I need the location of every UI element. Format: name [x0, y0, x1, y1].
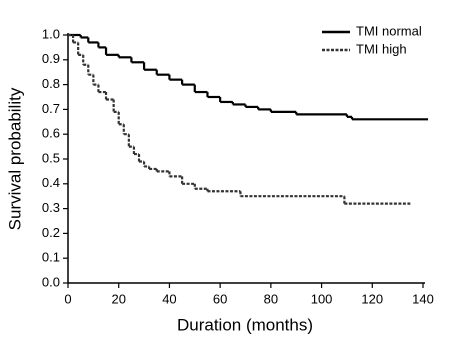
x-tick-label: 80 — [264, 291, 278, 306]
x-tick-label: 120 — [361, 291, 383, 306]
y-tick-label: 0.7 — [42, 101, 60, 116]
y-tick-label: 0.8 — [42, 76, 60, 91]
y-tick-label: 0.4 — [42, 175, 60, 190]
y-tick-label: 0.5 — [42, 150, 60, 165]
y-tick-label: 0.6 — [42, 126, 60, 141]
x-tick-label: 60 — [213, 291, 227, 306]
x-tick-label: 140 — [412, 291, 434, 306]
y-tick-label: 0.2 — [42, 225, 60, 240]
y-tick-label: 1.0 — [42, 26, 60, 41]
y-tick-label: 0.9 — [42, 51, 60, 66]
y-tick-label: 0.0 — [42, 274, 60, 289]
x-tick-label: 40 — [162, 291, 176, 306]
x-tick-label: 0 — [64, 291, 71, 306]
y-tick-label: 0.1 — [42, 250, 60, 265]
y-tick-label: 0.3 — [42, 200, 60, 215]
x-tick-label: 20 — [111, 291, 125, 306]
x-tick-label: 100 — [311, 291, 333, 306]
y-axis-title: Survival probability — [5, 87, 24, 230]
legend-label: TMI normal — [356, 23, 422, 38]
x-axis-title: Duration (months) — [177, 315, 313, 334]
legend-label: TMI high — [356, 41, 407, 56]
